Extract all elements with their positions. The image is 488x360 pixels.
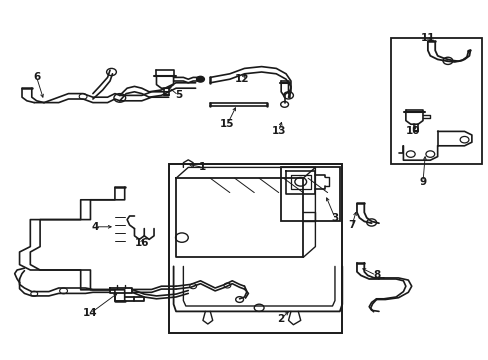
Text: 13: 13: [271, 126, 285, 136]
Text: 6: 6: [33, 72, 40, 82]
Text: 16: 16: [134, 238, 149, 248]
Bar: [390, 38, 481, 164]
Text: 11: 11: [420, 33, 434, 43]
Text: 2: 2: [277, 314, 284, 324]
Text: 7: 7: [347, 220, 355, 230]
Text: 1: 1: [199, 162, 206, 172]
Text: 4: 4: [91, 222, 99, 232]
Text: 3: 3: [331, 213, 338, 223]
Text: 14: 14: [83, 308, 98, 318]
Text: 10: 10: [405, 126, 420, 136]
Circle shape: [196, 76, 204, 82]
Text: 15: 15: [220, 119, 234, 129]
Text: 9: 9: [419, 177, 426, 187]
Bar: [168, 164, 342, 333]
Text: 8: 8: [372, 270, 379, 280]
Text: 5: 5: [175, 90, 182, 100]
Bar: [281, 167, 339, 221]
Text: 12: 12: [234, 74, 249, 84]
